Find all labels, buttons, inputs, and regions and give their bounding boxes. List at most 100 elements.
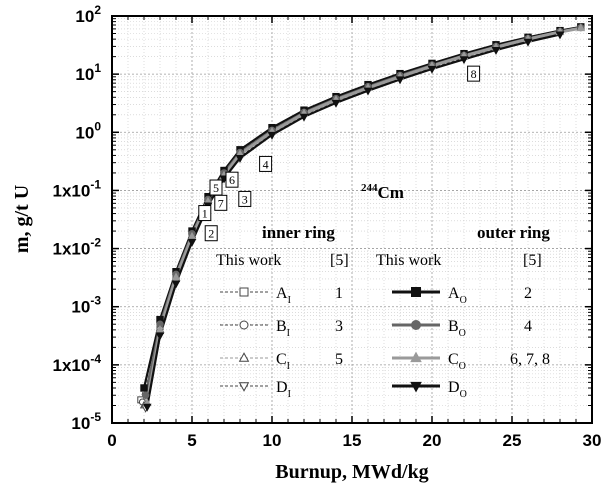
series-markers [137,23,586,413]
reference-point: 2 [204,225,218,242]
series-point-DO [363,87,373,96]
y-tick-base: 10 [71,414,90,433]
y-tick-base: 1x10 [53,356,91,375]
x-tick-label: 15 [343,431,362,450]
legend-letter: C [448,351,459,368]
legend-marker-CI [238,352,250,362]
series-point-CO [155,324,165,333]
legend-marker-BO [411,320,421,330]
reference-label: 4 [263,157,269,171]
legend: inner ring outer ring This work [5] This wor… [216,223,550,400]
reference-label: 8 [471,67,477,81]
reference-box [225,171,239,188]
y-axis-label: m, g/t U [11,185,33,253]
legend-letter: A [276,285,288,302]
x-tick-label: 25 [503,431,522,450]
reference-label: 3 [242,192,248,206]
y-tick-label: 1x10-1 [53,177,102,200]
legend-label-DI: DI [276,379,291,400]
legend-marker-DI [238,382,250,392]
series-point-BO [141,391,150,399]
legend-ref-BI: 3 [335,318,343,335]
legend-ref-CI: 5 [335,351,343,368]
y-tick-exponent: -1 [90,177,101,191]
legend-letter: D [448,379,460,396]
legend-label-BI: BI [276,318,290,339]
axis-ticks [111,15,593,424]
x-tick-label: 5 [187,431,196,450]
y-tick-exponent: -2 [90,236,101,250]
legend-label-DO: DO [448,379,467,400]
reference-point: 5 [209,179,223,196]
series-point-DO [395,76,405,85]
reference-label: 1 [202,207,208,221]
reference-point: 4 [259,155,273,172]
series-point-DO [331,99,341,108]
y-tick-base: 1x10 [53,240,91,259]
x-axis-label: Burnup, MWd/kg [275,461,428,483]
legend-col-this-work-outer: This work [376,252,441,269]
legend-label-AI: AI [276,285,291,306]
reference-point: 7 [214,194,228,211]
y-tick-exponent: 1 [94,61,101,75]
x-tick-labels: 0 5 10 15 20 25 30 [107,431,601,450]
legend-subscript: I [288,295,291,306]
legend-col-this-work-inner: This work [216,252,281,269]
legend-ref-BO: 4 [524,318,532,335]
legend-letter: B [448,318,459,335]
legend-label-AO: AO [448,285,467,306]
reference-box [467,65,481,82]
legend-marker-DO [410,381,422,393]
x-tick-label: 30 [583,431,602,450]
legend-subscript: I [288,389,291,400]
legend-marker-AO [411,287,421,297]
reference-box [259,155,273,172]
legend-subscript: O [459,361,466,372]
legend-subscript: I [287,361,290,372]
x-tick-label: 0 [107,431,116,450]
legend-outer-header: outer ring [477,223,550,242]
reference-label: 6 [229,173,235,187]
reference-label: 7 [218,196,224,210]
reference-point: 6 [225,171,239,188]
isotope-annotation: 244Cm [361,182,404,202]
legend-letter: D [276,379,288,396]
reference-points: 12 3 4 567 8 [198,65,481,242]
y-tick-label: 1x10-4 [53,352,102,375]
legend-ref-CO: 6, 7, 8 [510,351,550,368]
y-tick-base: 10 [71,298,90,317]
y-tick-label: 101 [75,61,101,84]
series-point-DO [523,38,533,47]
reference-box [238,190,252,207]
legend-letter: A [448,285,460,302]
series-point-DO [187,238,197,247]
y-tick-exponent: 0 [94,119,101,133]
reference-label: 5 [213,181,219,195]
series-point-DO [299,113,309,122]
series-point-DO [171,280,181,289]
y-tick-base: 1x10 [53,181,91,200]
y-tick-exponent: -3 [90,294,101,308]
reference-box [198,205,212,222]
legend-letter: B [276,318,287,335]
legend-ref-AO: 2 [524,285,532,302]
series-point-DO [555,31,565,40]
legend-inner-header: inner ring [262,223,335,242]
reference-box [214,194,228,211]
series-point-DO [491,46,501,55]
x-tick-label: 20 [423,431,442,450]
series-point-DO [155,332,165,341]
y-tick-label: 102 [75,3,101,26]
series-point-CO [171,272,181,281]
series-point-DO [459,56,469,65]
svg-text:244Cm: 244Cm [361,182,404,202]
legend-marker-AI [239,287,249,297]
isotope-mass-number: 244 [361,182,378,194]
reference-label: 2 [208,227,214,241]
y-tick-label: 10-3 [71,294,101,317]
legend-subscript: O [459,328,466,339]
legend-subscript: I [287,328,290,339]
legend-subscript: O [460,295,467,306]
legend-ref-AI: 1 [335,285,343,302]
